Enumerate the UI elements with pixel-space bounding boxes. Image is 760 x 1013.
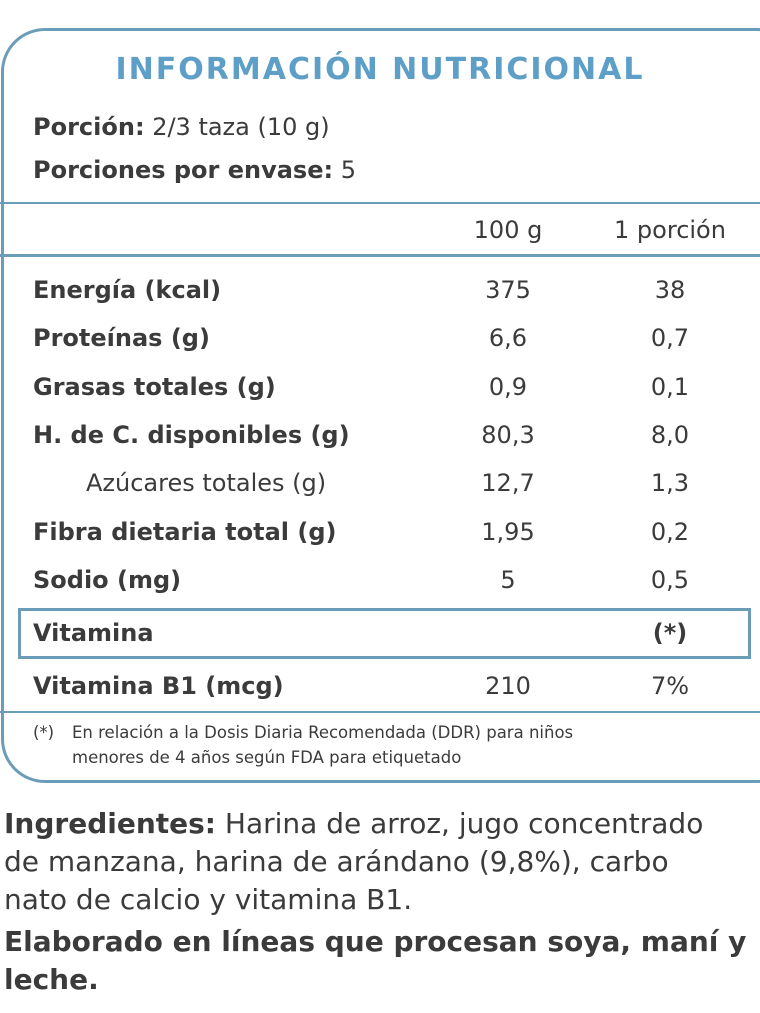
divider	[0, 202, 760, 204]
value-100g: 5	[500, 565, 516, 594]
ingredients-line: de manzana, harina de arándano (9,8%), c…	[4, 845, 669, 878]
vitamin-header-box	[18, 608, 751, 659]
serving-label: Porción:	[33, 113, 145, 141]
ingredients-text: Harina de arroz, jugo concentrado	[224, 807, 704, 840]
servings-value: 5	[340, 156, 357, 184]
column-header: 100 g	[473, 216, 543, 244]
ingredients-line: Ingredientes: Harina de arroz, jugo conc…	[4, 805, 703, 843]
servings-label: Porciones por envase:	[33, 156, 334, 184]
vitamin-name: Vitamina B1 (mcg)	[33, 672, 284, 700]
divider	[0, 254, 760, 257]
nutrient-name: Grasas totales (g)	[33, 372, 276, 401]
divider	[0, 711, 760, 713]
vitamin-header: Vitamina	[33, 619, 154, 647]
value-portion: 0,1	[650, 372, 690, 401]
value-100g: 375	[485, 276, 531, 304]
label-frame	[1, 28, 760, 783]
footnote-line: menores de 4 años según FDA para etiquet…	[72, 748, 462, 767]
allergen-line: Elaborado en líneas que procesan soya, m…	[4, 925, 747, 958]
value-portion: 1,3	[650, 469, 690, 498]
value-100g: 1,95	[481, 517, 535, 546]
value-portion: 0,5	[650, 565, 690, 594]
value-portion: 0,7	[650, 324, 690, 353]
column-header: 1 porción	[614, 216, 726, 244]
label-title: INFORMACIÓN NUTRICIONAL	[115, 52, 645, 87]
footnote-line: En relación a la Dosis Diaria Recomendad…	[72, 723, 574, 742]
ingredients-line: nato de calcio y vitamina B1.	[4, 883, 413, 916]
value-portion: 0,2	[650, 517, 690, 546]
nutrient-name: Proteínas (g)	[33, 324, 210, 353]
value-100g: 210	[485, 672, 531, 700]
value-portion: 7%	[650, 672, 690, 700]
value-portion: 8,0	[650, 420, 690, 449]
nutrient-name: Energía (kcal)	[33, 276, 222, 304]
allergen-line: leche.	[4, 963, 99, 996]
value-100g: 12,7	[481, 469, 535, 498]
vitamin-header-note: (*)	[652, 619, 688, 647]
value-100g: 6,6	[488, 324, 528, 353]
serving: Porción: 2/3 taza (10 g)	[33, 112, 330, 142]
serving-value: 2/3 taza (10 g)	[152, 113, 330, 141]
value-portion: 38	[654, 276, 686, 304]
nutrient-name: Fibra dietaria total (g)	[33, 517, 337, 546]
nutrient-name: Azúcares totales (g)	[86, 469, 327, 498]
servings-per-pack: Porciones por envase: 5	[33, 155, 356, 185]
nutrient-name: H. de C. disponibles (g)	[33, 420, 350, 449]
ingredients-label: Ingredientes:	[4, 807, 216, 840]
value-100g: 80,3	[481, 420, 535, 449]
footnote-marker: (*)	[33, 723, 55, 742]
nutrient-name: Sodio (mg)	[33, 565, 182, 594]
value-100g: 0,9	[488, 372, 528, 401]
